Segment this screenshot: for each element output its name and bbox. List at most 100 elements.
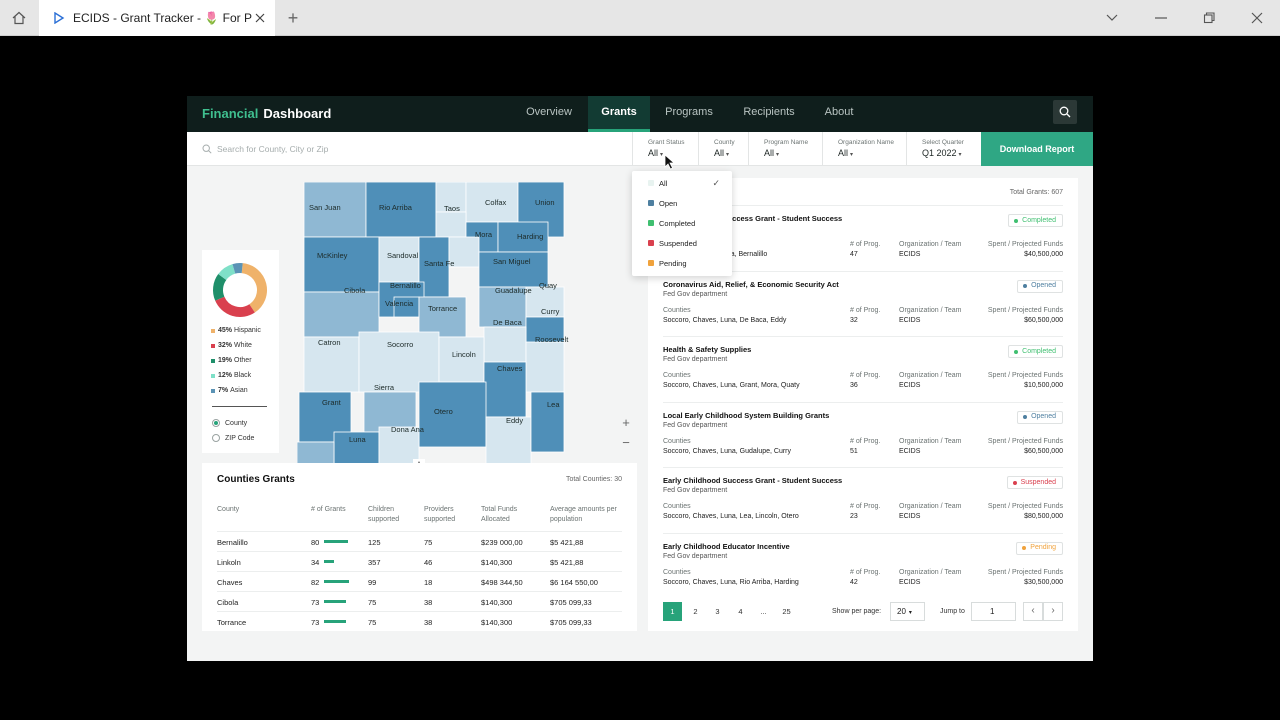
- page-4[interactable]: 4: [738, 607, 743, 616]
- search-icon[interactable]: [1053, 100, 1077, 124]
- legend-pct: 7%: [218, 387, 229, 394]
- label-funds: Spent / Projected Funds: [987, 568, 1063, 576]
- county-shape[interactable]: [378, 426, 420, 464]
- grant-item[interactable]: Health & Safety Supplies Fed Gov departm…: [663, 336, 1063, 401]
- close-window-icon[interactable]: [1245, 8, 1269, 28]
- filter-county[interactable]: County All ▾: [698, 132, 748, 166]
- per-page-select[interactable]: 20 ▾: [890, 602, 925, 621]
- new-mexico-county-map[interactable]: San Juan Rio Arriba Taos Colfax Union Mora Har…: [297, 182, 577, 464]
- county-shape[interactable]: [418, 381, 487, 448]
- county-shape[interactable]: [497, 221, 549, 253]
- status-badge: Completed: [1008, 345, 1063, 358]
- home-icon[interactable]: [8, 8, 30, 28]
- zoom-in-button[interactable]: +: [622, 415, 630, 430]
- grant-item[interactable]: Early Childhood Educator Incentive Fed G…: [663, 532, 1063, 598]
- county-shape[interactable]: [465, 182, 519, 223]
- donut-slice-hispanic: [241, 263, 267, 313]
- restore-icon[interactable]: [1197, 8, 1221, 28]
- table-row[interactable]: Bernalillo 80 125 75 $239 000,00 $5 421,88: [217, 531, 622, 551]
- browser-tab[interactable]: ECIDS - Grant Tracker - 🌷 For P: [39, 0, 275, 36]
- filter-value: All: [714, 148, 725, 158]
- county-shape[interactable]: [478, 286, 527, 328]
- dropdown-item-suspended[interactable]: Suspended: [632, 233, 732, 253]
- view-option-zip[interactable]: ZIP Code: [212, 434, 254, 442]
- dropdown-item-open[interactable]: Open: [632, 193, 732, 213]
- nav-recipients[interactable]: Recipients: [743, 106, 795, 118]
- county-shape[interactable]: [448, 236, 480, 268]
- page-3[interactable]: 3: [715, 607, 720, 616]
- county-shape[interactable]: [303, 336, 360, 393]
- zoom-out-button[interactable]: −: [622, 435, 630, 450]
- browser-chrome: ECIDS - Grant Tracker - 🌷 For P +: [0, 0, 1280, 36]
- county-label: Bernalillo: [390, 281, 421, 290]
- nav-overview[interactable]: Overview: [526, 106, 572, 118]
- next-page-button[interactable]: ›: [1043, 602, 1063, 621]
- label-org: Organization / Team: [899, 437, 962, 445]
- grant-funds: $40,500,000: [1024, 251, 1063, 258]
- county-shape[interactable]: [485, 416, 532, 464]
- county-shape[interactable]: [303, 291, 380, 338]
- county-shape[interactable]: [530, 391, 565, 453]
- demographics-card: 45% Hispanic 32% White 19% Other 12% Black 7…: [202, 250, 279, 453]
- page-25[interactable]: 25: [782, 607, 791, 616]
- county-shape[interactable]: [438, 336, 485, 383]
- demographics-donut-chart: [213, 263, 267, 317]
- county-shape[interactable]: [525, 286, 565, 318]
- table-row[interactable]: Linkoln 34 357 46 $140,300 $5 421,88: [217, 551, 622, 571]
- new-tab-button[interactable]: +: [287, 8, 299, 28]
- view-option-county[interactable]: County: [212, 419, 247, 427]
- county-shape[interactable]: [435, 211, 467, 238]
- county-shape[interactable]: [483, 326, 527, 363]
- county-label: Otero: [434, 407, 453, 416]
- county-shape[interactable]: [418, 296, 467, 338]
- page-ellipsis: ...: [760, 607, 767, 616]
- download-report-button[interactable]: Download Report: [981, 132, 1093, 166]
- label-funds: Spent / Projected Funds: [987, 241, 1063, 248]
- status-dot: [1012, 480, 1017, 485]
- dropdown-item-all[interactable]: All ✓: [632, 173, 732, 193]
- county-label: San Juan: [309, 203, 341, 212]
- grant-item[interactable]: Early Childhood Success Grant - Student …: [663, 467, 1063, 532]
- page-1[interactable]: 1: [663, 602, 682, 621]
- dropdown-item-pending[interactable]: Pending: [632, 253, 732, 273]
- chevron-down-icon[interactable]: [1100, 8, 1124, 28]
- county-shape[interactable]: [483, 361, 527, 418]
- dropdown-item-label: All: [659, 178, 668, 188]
- search-input[interactable]: Search for County, City or Zip: [202, 132, 328, 166]
- legend-name: White: [234, 342, 252, 349]
- table-row[interactable]: Torrance 73 75 38 $140,300 $705 099,33: [217, 611, 622, 631]
- filter-select-quarter[interactable]: Select Quarter Q1 2022 ▾: [906, 132, 981, 166]
- page-2[interactable]: 2: [693, 607, 698, 616]
- county-shape[interactable]: [478, 251, 549, 288]
- divider: [212, 406, 267, 407]
- county-shape[interactable]: [297, 441, 335, 464]
- filter-grant-status[interactable]: Grant Status All ▾: [632, 132, 698, 166]
- cell-providers: 38: [424, 598, 433, 607]
- county-shape[interactable]: [365, 182, 437, 238]
- chevron-down-icon: ▾: [726, 152, 730, 158]
- nav-about[interactable]: About: [824, 106, 854, 118]
- dropdown-item-completed[interactable]: Completed: [632, 213, 732, 233]
- grant-item[interactable]: Coronavirus Aid, Relief, & Economic Secu…: [663, 270, 1063, 336]
- jump-to-input[interactable]: 1: [971, 602, 1016, 621]
- filter-label: Program Name: [764, 139, 809, 146]
- county-shape[interactable]: [303, 236, 380, 293]
- county-shape[interactable]: [525, 341, 565, 393]
- filter-organization-name[interactable]: Organization Name All ▾: [822, 132, 906, 166]
- close-tab-icon[interactable]: [255, 13, 265, 23]
- table-row[interactable]: Cibola 73 75 38 $140,300 $705 099,33: [217, 591, 622, 611]
- status-label: Suspended: [1020, 478, 1056, 486]
- search-placeholder: Search for County, City or Zip: [217, 144, 329, 154]
- table-row[interactable]: Chaves 82 99 18 $498 344,50 $6 164 550,00: [217, 571, 622, 591]
- prev-page-button[interactable]: ‹: [1023, 602, 1043, 621]
- minimize-icon[interactable]: [1149, 8, 1173, 28]
- grant-progs: 32: [850, 316, 858, 324]
- filter-program-name[interactable]: Program Name All ▾: [748, 132, 822, 166]
- nav-grants[interactable]: Grants: [588, 96, 650, 132]
- county-shape[interactable]: [363, 391, 417, 433]
- nav-programs[interactable]: Programs: [665, 106, 713, 118]
- cell-providers: 46: [424, 558, 433, 567]
- label-progs: # of Prog.: [850, 306, 881, 314]
- county-shape[interactable]: [333, 431, 380, 464]
- grant-item[interactable]: Local Early Childhood System Building Gr…: [663, 401, 1063, 467]
